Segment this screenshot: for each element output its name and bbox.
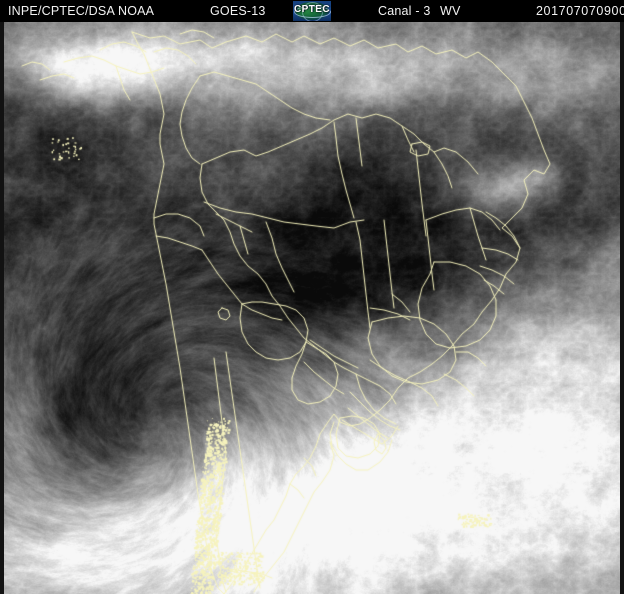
- channel-type-label: WV: [440, 4, 461, 18]
- network-label: NOAA: [118, 4, 155, 18]
- timestamp-label: 201707070900: [536, 4, 624, 18]
- header-bar: INPE/CPTEC/DSA NOAA GOES-13 CPTEC Canal …: [0, 0, 624, 22]
- satellite-label: GOES-13: [210, 4, 266, 18]
- cptec-logo-icon: CPTEC: [293, 1, 331, 21]
- channel-label: Canal - 3: [378, 4, 431, 18]
- image-frame: [0, 22, 624, 594]
- globe-meridian-icon: [302, 2, 323, 21]
- agency-label: INPE/CPTEC/DSA: [8, 4, 115, 18]
- cptec-logo-text: CPTEC: [294, 4, 330, 15]
- satellite-image: [4, 22, 620, 594]
